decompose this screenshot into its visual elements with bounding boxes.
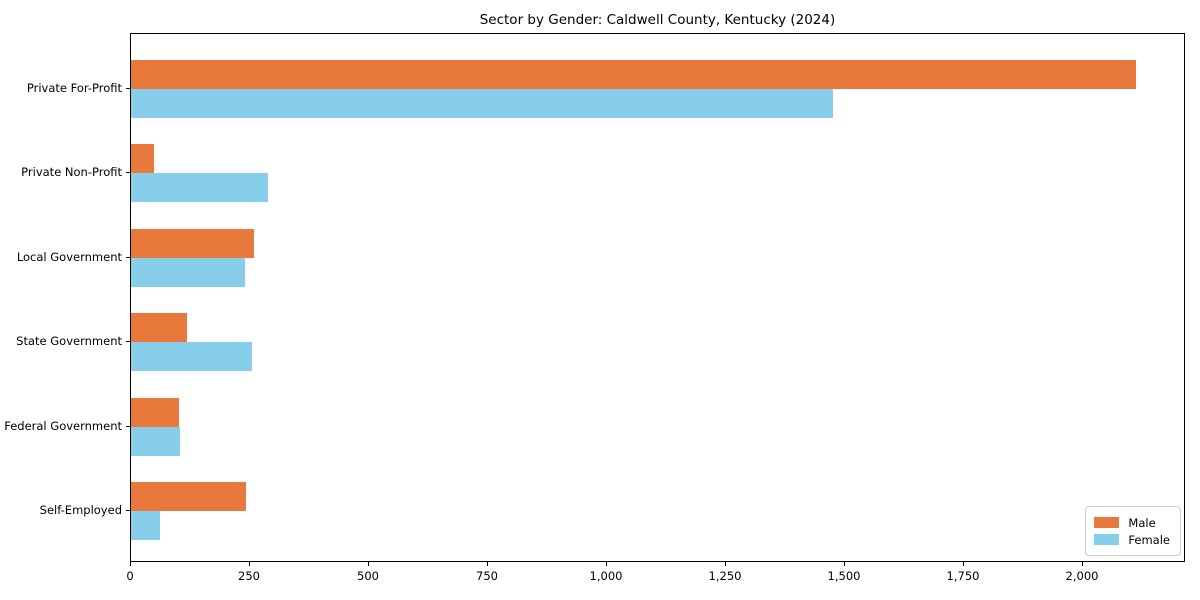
y-tick-label-self-employed: Self-Employed — [39, 503, 122, 517]
y-tick-mark-local-government — [126, 256, 130, 258]
y-tick-mark-self-employed — [126, 510, 130, 511]
x-tick-mark-1000 — [606, 562, 607, 566]
x-tick-label-750: 750 — [476, 569, 498, 583]
x-tick-label-1750: 1,750 — [946, 569, 980, 583]
x-tick-mark-0 — [130, 562, 131, 566]
x-tick-label-1500: 1,500 — [827, 569, 861, 583]
bar-male-state-government — [131, 313, 187, 342]
bar-female-private-for-profit — [131, 88, 833, 118]
y-tick-mark-federal-government — [126, 425, 130, 427]
bar-female-self-employed — [131, 511, 160, 540]
bar-female-local-government — [131, 257, 245, 287]
bar-male-federal-government — [131, 397, 179, 427]
x-tick-label-500: 500 — [357, 569, 379, 583]
x-tick-mark-1250 — [725, 562, 726, 566]
x-tick-mark-500 — [368, 562, 369, 566]
x-tick-mark-1750 — [963, 562, 964, 566]
x-tick-label-250: 250 — [238, 569, 260, 583]
legend-row-female: Female — [1094, 531, 1170, 548]
y-tick-mark-private-for-profit — [126, 87, 130, 89]
bar-female-private-non-profit — [131, 173, 268, 202]
bar-male-private-for-profit — [131, 59, 1136, 89]
bar-female-state-government — [131, 342, 252, 371]
bar-male-self-employed — [131, 482, 246, 511]
bar-male-local-government — [131, 228, 254, 258]
x-tick-mark-750 — [487, 562, 488, 566]
x-tick-mark-2000 — [1082, 562, 1083, 566]
legend-label-female: Female — [1128, 532, 1170, 547]
y-tick-mark-state-government — [126, 341, 130, 342]
y-tick-label-local-government: Local Government — [16, 249, 122, 264]
y-tick-label-federal-government: Federal Government — [4, 418, 122, 433]
female-swatch-icon — [1094, 534, 1120, 545]
x-tick-label-2000: 2,000 — [1065, 569, 1099, 583]
plot-area — [130, 33, 1185, 562]
y-tick-label-state-government: State Government — [16, 334, 122, 348]
bar-male-private-non-profit — [131, 144, 154, 173]
legend-row-male: Male — [1094, 514, 1170, 531]
legend-label-male: Male — [1128, 515, 1156, 530]
legend: Male Female — [1085, 506, 1181, 556]
y-tick-label-private-non-profit: Private Non-Profit — [21, 165, 122, 179]
male-swatch-icon — [1094, 517, 1120, 528]
y-tick-label-private-for-profit: Private For-Profit — [26, 80, 122, 95]
x-tick-label-1250: 1,250 — [708, 569, 742, 583]
chart-title: Sector by Gender: Caldwell County, Kentu… — [479, 12, 836, 28]
y-tick-mark-private-non-profit — [126, 172, 130, 173]
bar-female-federal-government — [131, 426, 180, 456]
x-tick-mark-1500 — [844, 562, 845, 566]
x-tick-label-0: 0 — [126, 569, 134, 583]
x-tick-mark-250 — [249, 562, 250, 566]
x-tick-label-1000: 1,000 — [589, 569, 623, 583]
